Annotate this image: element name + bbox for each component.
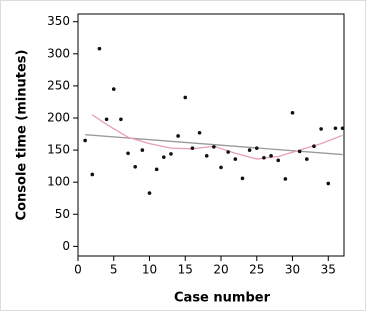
y-tick-label: 100 [47, 175, 70, 189]
point [326, 181, 331, 186]
point [183, 95, 188, 100]
point [147, 191, 152, 195]
x-tick-label: 20 [213, 263, 228, 277]
point [140, 148, 145, 152]
point [262, 155, 266, 160]
point [169, 152, 173, 156]
y-tick-label: 200 [47, 110, 70, 124]
point [126, 151, 130, 156]
point [312, 144, 316, 149]
point [269, 154, 273, 158]
point [233, 157, 238, 161]
point [297, 149, 302, 154]
point [219, 165, 223, 170]
point [111, 87, 116, 91]
x-axis-label: Case number [174, 291, 271, 306]
y-tick-label: 50 [55, 207, 70, 221]
x-tick-label: 5 [110, 263, 118, 277]
point [162, 155, 166, 159]
point [154, 167, 159, 172]
point [290, 111, 295, 115]
y-tick-label: 0 [62, 239, 70, 253]
point [240, 176, 245, 181]
point [190, 146, 195, 150]
point [319, 127, 323, 131]
point [305, 157, 309, 161]
y-tick-label: 250 [47, 78, 70, 92]
x-tick-label: 25 [249, 263, 264, 277]
point [97, 46, 102, 51]
point [212, 145, 216, 149]
y-axis-label: Console time (minutes) [15, 50, 30, 221]
y-tick-label: 150 [47, 143, 70, 157]
point [333, 126, 338, 131]
point [90, 172, 95, 177]
y-tick-label: 350 [47, 14, 70, 28]
point [283, 177, 288, 181]
point [226, 150, 230, 154]
point [340, 126, 345, 131]
x-tick-label: 10 [142, 263, 157, 277]
point [247, 148, 252, 152]
point [133, 164, 138, 169]
plot-area [77, 13, 345, 257]
point [119, 117, 123, 122]
point [254, 146, 259, 150]
x-tick-label: 30 [285, 263, 300, 277]
x-tick-label: 15 [178, 263, 193, 277]
y-tick-label: 300 [47, 46, 70, 60]
x-tick-label: 0 [74, 263, 82, 277]
point [204, 154, 209, 158]
point [104, 117, 109, 122]
point [197, 130, 202, 135]
point [276, 158, 281, 163]
point [83, 138, 87, 143]
point [176, 134, 180, 138]
x-tick-label: 35 [321, 263, 336, 277]
